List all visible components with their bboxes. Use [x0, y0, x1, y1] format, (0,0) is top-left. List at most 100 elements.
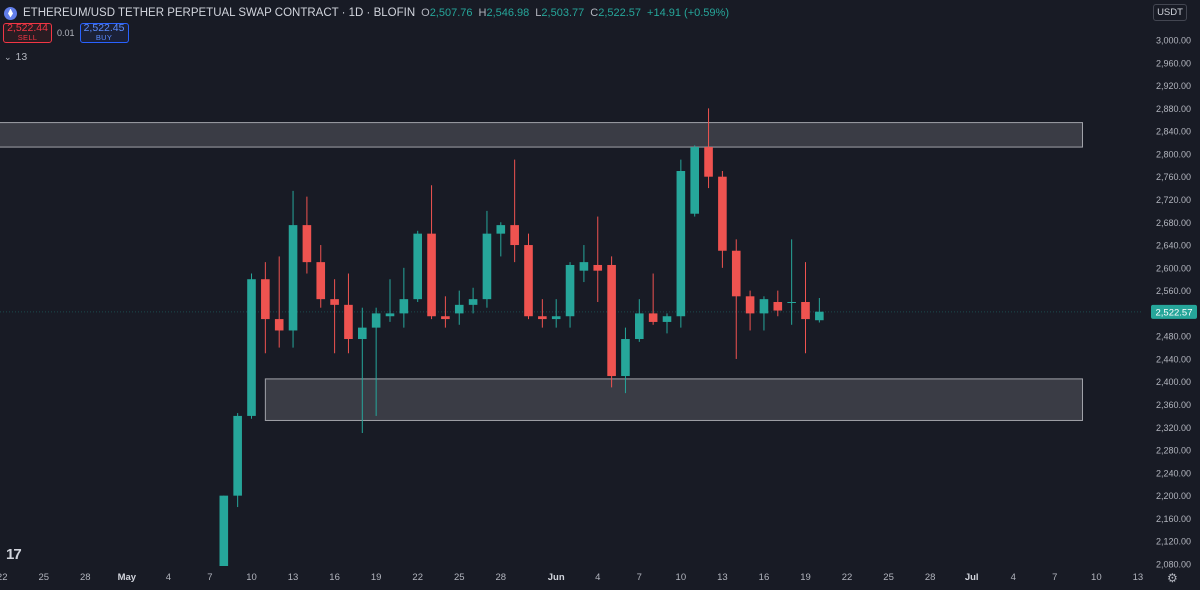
x-tick-label: 25	[38, 572, 49, 583]
high-value: 2,546.98	[486, 7, 530, 19]
x-tick-label: 7	[207, 572, 212, 583]
zone-rect-1	[264, 378, 1084, 421]
candle-25	[565, 262, 575, 328]
x-tick-label: 13	[288, 572, 299, 583]
symbol-title[interactable]: ETHEREUM/USD TETHER PERPETUAL SWAP CONTR…	[23, 7, 416, 19]
candle-body-39	[759, 299, 769, 314]
y-tick-label: 2,720.00	[1156, 195, 1191, 205]
low-key: L	[535, 7, 542, 19]
candle-body-8	[330, 299, 339, 305]
x-tick-label: 22	[412, 572, 423, 583]
y-tick-label: 2,680.00	[1156, 218, 1191, 228]
candle-35	[704, 108, 713, 189]
candle-body-15	[427, 233, 436, 317]
y-tick-label: 3,000.00	[1156, 36, 1191, 46]
price-change: +14.91 (+0.59%)	[647, 7, 729, 19]
y-tick-label: 2,400.00	[1156, 377, 1191, 387]
x-tick-label: 7	[1052, 572, 1057, 583]
candle-39	[759, 296, 769, 331]
x-tick-label: 19	[371, 572, 382, 583]
candle-4	[274, 256, 284, 348]
candle-31	[648, 273, 658, 325]
candle-14	[413, 230, 422, 302]
candle-body-33	[676, 171, 686, 317]
x-tick-label: 13	[1133, 572, 1144, 583]
candle-body-13	[399, 299, 409, 314]
chevron-down-icon: ⌄	[4, 51, 12, 62]
candle-34	[690, 145, 699, 217]
x-tick-label: Jul	[965, 572, 979, 583]
candle-32	[662, 313, 672, 334]
candle-body-42	[801, 302, 810, 320]
candle-20	[496, 222, 506, 257]
candle-28	[607, 256, 616, 388]
x-tick-label: 10	[246, 572, 257, 583]
currency-button[interactable]: USDT	[1153, 4, 1187, 21]
y-tick-label: 2,480.00	[1156, 332, 1191, 342]
candle-26	[579, 245, 589, 283]
candle-19	[482, 210, 492, 308]
candle-body-26	[579, 262, 589, 271]
buy-label: BUY	[95, 33, 113, 42]
candle-body-9	[344, 304, 353, 340]
candle-body-0	[219, 495, 229, 566]
candle-body-1	[233, 415, 242, 496]
x-tick-label: 16	[329, 572, 340, 583]
x-tick-label: 25	[883, 572, 894, 583]
candle-body-11	[371, 313, 381, 328]
y-tick-label: 2,080.00	[1156, 560, 1191, 570]
candle-37	[731, 239, 741, 359]
candle-6	[302, 196, 312, 274]
last-price-marker: 2,522.57	[1151, 304, 1197, 319]
sell-label: SELL	[17, 33, 38, 42]
y-tick-label: 2,960.00	[1156, 58, 1191, 68]
gear-icon[interactable]: ⚙	[1167, 571, 1178, 585]
candle-22	[524, 233, 533, 320]
trade-buttons: 2,522.44 SELL 0.01 2,522.45 BUY	[3, 23, 129, 43]
y-tick-label: 2,320.00	[1156, 423, 1191, 433]
low-value: 2,503.77	[541, 7, 585, 19]
x-tick-label: 28	[925, 572, 936, 583]
x-tick-label: May	[118, 572, 137, 583]
candle-38	[745, 290, 755, 331]
candle-body-7	[316, 262, 326, 300]
x-tick-label: 28	[496, 572, 507, 583]
y-tick-label: 2,880.00	[1156, 104, 1191, 114]
sell-button[interactable]: 2,522.44 SELL	[3, 23, 52, 43]
close-value: 2,522.57	[598, 7, 642, 19]
candle-2	[247, 273, 256, 419]
candle-3	[261, 262, 270, 354]
candle-body-20	[496, 225, 506, 234]
high-key: H	[478, 7, 487, 19]
candle-24	[551, 299, 561, 328]
candle-42	[801, 262, 810, 354]
candle-13	[399, 267, 409, 328]
candle-33	[676, 159, 686, 328]
last-price-label: 2,522.57	[1156, 307, 1193, 318]
candle-body-27	[593, 264, 603, 271]
candle-16	[441, 296, 450, 328]
candle-body-43	[815, 311, 824, 321]
candle-body-16	[441, 316, 450, 320]
y-tick-label: 2,120.00	[1156, 537, 1191, 547]
x-tick-label: 22	[842, 572, 853, 583]
x-tick-label: 4	[1011, 572, 1016, 583]
candle-body-37	[731, 250, 741, 297]
open-key: O	[421, 7, 430, 19]
y-tick-label: 2,640.00	[1156, 241, 1191, 251]
candle-body-24	[551, 316, 561, 320]
candle-body-10	[358, 327, 367, 340]
candle-body-28	[607, 264, 616, 377]
tradingview-logo-icon[interactable]: 17	[6, 546, 22, 563]
indicators-toggle[interactable]: ⌄ 13	[4, 51, 27, 63]
candle-18	[468, 287, 478, 314]
candle-body-19	[482, 233, 492, 300]
y-tick-label: 2,160.00	[1156, 514, 1191, 524]
x-tick-label: 28	[80, 572, 91, 583]
candle-body-32	[662, 316, 672, 322]
buy-button[interactable]: 2,522.45 BUY	[79, 23, 129, 43]
candle-1	[233, 413, 242, 508]
x-tick-label: 16	[759, 572, 770, 583]
candle-36	[718, 171, 727, 268]
